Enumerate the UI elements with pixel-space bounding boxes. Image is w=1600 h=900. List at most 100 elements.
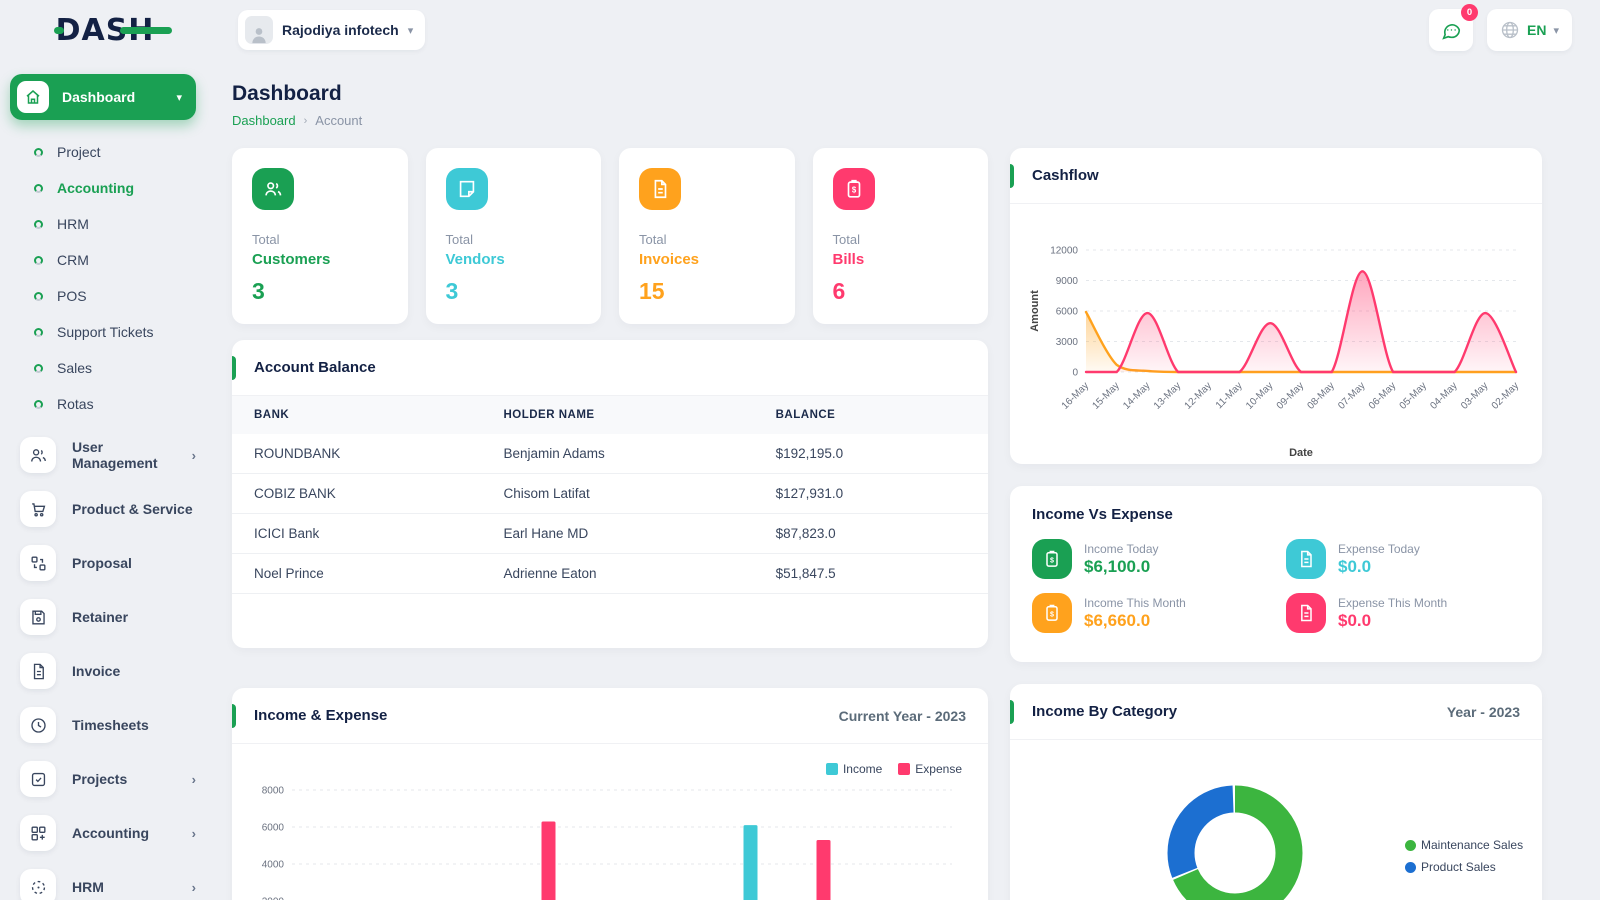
sidebar-item-label: User Management bbox=[72, 439, 158, 471]
checkbox-icon bbox=[20, 761, 56, 797]
sidebar-item-label: CRM bbox=[57, 252, 89, 268]
messages-button[interactable]: 0 bbox=[1429, 4, 1479, 51]
svg-text:14-May: 14-May bbox=[1121, 380, 1152, 411]
svg-text:9000: 9000 bbox=[1056, 276, 1079, 287]
sidebar-item-label: Project bbox=[57, 144, 101, 160]
cashflow-card: Cashflow 0 3000 6000 9000 12000 16-May 15-May 1… bbox=[1010, 148, 1542, 464]
stat-total-label: Total bbox=[832, 232, 860, 247]
person-icon bbox=[252, 28, 266, 44]
chevron-right-icon: › bbox=[191, 771, 196, 787]
sidebar-item-crm[interactable]: CRM bbox=[10, 242, 210, 278]
breadcrumb-dashboard[interactable]: Dashboard bbox=[232, 113, 296, 128]
sidebar-item-label: Accounting bbox=[57, 180, 134, 196]
legend-maintenance-sales[interactable]: Maintenance Sales bbox=[1405, 838, 1523, 852]
sidebar-item-hrm[interactable]: HRM bbox=[10, 206, 210, 242]
cell-bank: COBIZ BANK bbox=[232, 473, 482, 514]
legend-product-sales[interactable]: Product Sales bbox=[1405, 860, 1523, 874]
file-icon bbox=[1286, 593, 1326, 633]
company-switcher[interactable]: Rajodiya infotech ▾ bbox=[238, 10, 426, 50]
sidebar-item-timesheets[interactable]: Timesheets bbox=[10, 702, 210, 748]
svg-text:08-May: 08-May bbox=[1305, 380, 1336, 411]
stat-value: 3 bbox=[445, 278, 459, 304]
chevron-down-icon: ▾ bbox=[407, 24, 414, 37]
sidebar-item-accounting-menu[interactable]: Accounting › bbox=[10, 810, 210, 856]
card-subtitle: Current Year - 2023 bbox=[838, 707, 966, 724]
sidebar-item-hrm-menu[interactable]: HRM › bbox=[10, 864, 210, 900]
sidebar-item-dashboard[interactable]: Dashboard ▾ bbox=[10, 74, 196, 120]
clock-icon bbox=[20, 707, 56, 743]
card-title: Cashflow bbox=[1032, 167, 1099, 184]
stat-value: 15 bbox=[639, 278, 665, 304]
ive-value: $0.0 bbox=[1338, 556, 1372, 576]
sidebar-item-retainer[interactable]: Retainer bbox=[10, 594, 210, 640]
svg-text:$: $ bbox=[1050, 610, 1054, 618]
chevron-down-icon: ▾ bbox=[176, 91, 182, 104]
globe-icon bbox=[1501, 21, 1519, 39]
sidebar-item-label: Accounting bbox=[72, 825, 149, 841]
sidebar-item-projects[interactable]: Projects › bbox=[10, 756, 210, 802]
income-by-category-donut-chart bbox=[1167, 785, 1303, 900]
chevron-right-icon: › bbox=[191, 447, 196, 463]
account-balance-table: BANK HOLDER NAME BALANCE ROUNDBANK Benja… bbox=[232, 396, 988, 594]
sidebar-item-pos[interactable]: POS bbox=[10, 278, 210, 314]
chevron-down-icon: ▾ bbox=[1553, 24, 1559, 37]
legend-expense[interactable]: Expense bbox=[898, 762, 962, 776]
brand-logo: DASH bbox=[53, 12, 173, 48]
table-row: Noel Prince Adrienne Eaton $51,847.5 bbox=[232, 553, 988, 594]
legend-swatch bbox=[898, 763, 911, 775]
sidebar-item-label: Rotas bbox=[57, 396, 94, 412]
svg-text:10-May: 10-May bbox=[1244, 380, 1275, 411]
svg-text:4000: 4000 bbox=[262, 860, 285, 871]
stat-total-label: Total bbox=[445, 232, 473, 247]
users-icon bbox=[252, 168, 294, 210]
notification-badge: 0 bbox=[1461, 4, 1479, 21]
stat-value: 3 bbox=[252, 278, 265, 304]
sidebar-item-support-tickets[interactable]: Support Tickets bbox=[10, 314, 210, 350]
sidebar-item-product-service[interactable]: Product & Service bbox=[10, 486, 210, 532]
table-row: ROUNDBANK Benjamin Adams $192,195.0 bbox=[232, 434, 988, 474]
cart-icon bbox=[20, 491, 56, 527]
document-icon bbox=[20, 653, 56, 689]
sidebar-item-sales[interactable]: Sales bbox=[10, 350, 210, 386]
stat-card-vendors: Total Vendors 3 bbox=[425, 148, 601, 324]
breadcrumb-account: Account bbox=[315, 113, 363, 128]
stat-card-bills: $ Total Bills 6 bbox=[812, 148, 988, 324]
svg-text:12-May: 12-May bbox=[1183, 380, 1214, 411]
cell-balance: $87,823.0 bbox=[753, 513, 988, 554]
sidebar-item-label: Retainer bbox=[72, 609, 129, 625]
dashed-circle-icon bbox=[20, 869, 56, 900]
sidebar-item-label: HRM bbox=[72, 879, 104, 895]
stat-value: 6 bbox=[832, 278, 846, 304]
svg-text:09-May: 09-May bbox=[1275, 380, 1306, 411]
sidebar-item-user-management[interactable]: User Management › bbox=[10, 432, 210, 478]
cell-balance: $51,847.5 bbox=[753, 553, 988, 594]
company-avatar bbox=[245, 16, 273, 44]
svg-text:16-May: 16-May bbox=[1060, 380, 1091, 411]
svg-text:2000: 2000 bbox=[262, 897, 285, 900]
stat-card-customers: Total Customers 3 bbox=[232, 148, 408, 324]
expense-this-month-item: Expense This Month $0.0 bbox=[1286, 593, 1520, 633]
svg-text:6000: 6000 bbox=[262, 823, 285, 834]
column-balance: BALANCE bbox=[753, 396, 988, 434]
ive-value: $6,660.0 bbox=[1084, 610, 1151, 630]
cell-bank: ROUNDBANK bbox=[232, 434, 482, 474]
topbar: DASH Rajodiya infotech ▾ 0 EN ▾ bbox=[0, 0, 1600, 60]
account-balance-card: Account Balance BANK HOLDER NAME BALANCE bbox=[232, 340, 988, 648]
column-holder-name: HOLDER NAME bbox=[481, 396, 754, 434]
svg-text:6000: 6000 bbox=[1056, 307, 1079, 318]
language-selector[interactable]: EN ▾ bbox=[1487, 9, 1572, 51]
bullet-icon bbox=[34, 183, 43, 193]
sidebar-item-invoice[interactable]: Invoice bbox=[10, 648, 210, 694]
bill-icon: $ bbox=[1032, 539, 1072, 579]
income-today-item: $ Income Today $6,100.0 bbox=[1032, 539, 1266, 579]
sidebar-item-rotas[interactable]: Rotas bbox=[10, 386, 210, 422]
sidebar-item-label: Sales bbox=[57, 360, 93, 376]
sidebar-item-label: POS bbox=[57, 288, 87, 304]
sidebar-item-accounting[interactable]: Accounting bbox=[10, 170, 210, 206]
save-icon bbox=[20, 599, 56, 635]
legend-income[interactable]: Income bbox=[825, 762, 882, 776]
sidebar-item-project[interactable]: Project bbox=[10, 134, 210, 170]
svg-text:11-May: 11-May bbox=[1214, 380, 1245, 411]
sidebar-item-proposal[interactable]: Proposal bbox=[10, 540, 210, 586]
stat-name: Bills bbox=[832, 251, 865, 268]
